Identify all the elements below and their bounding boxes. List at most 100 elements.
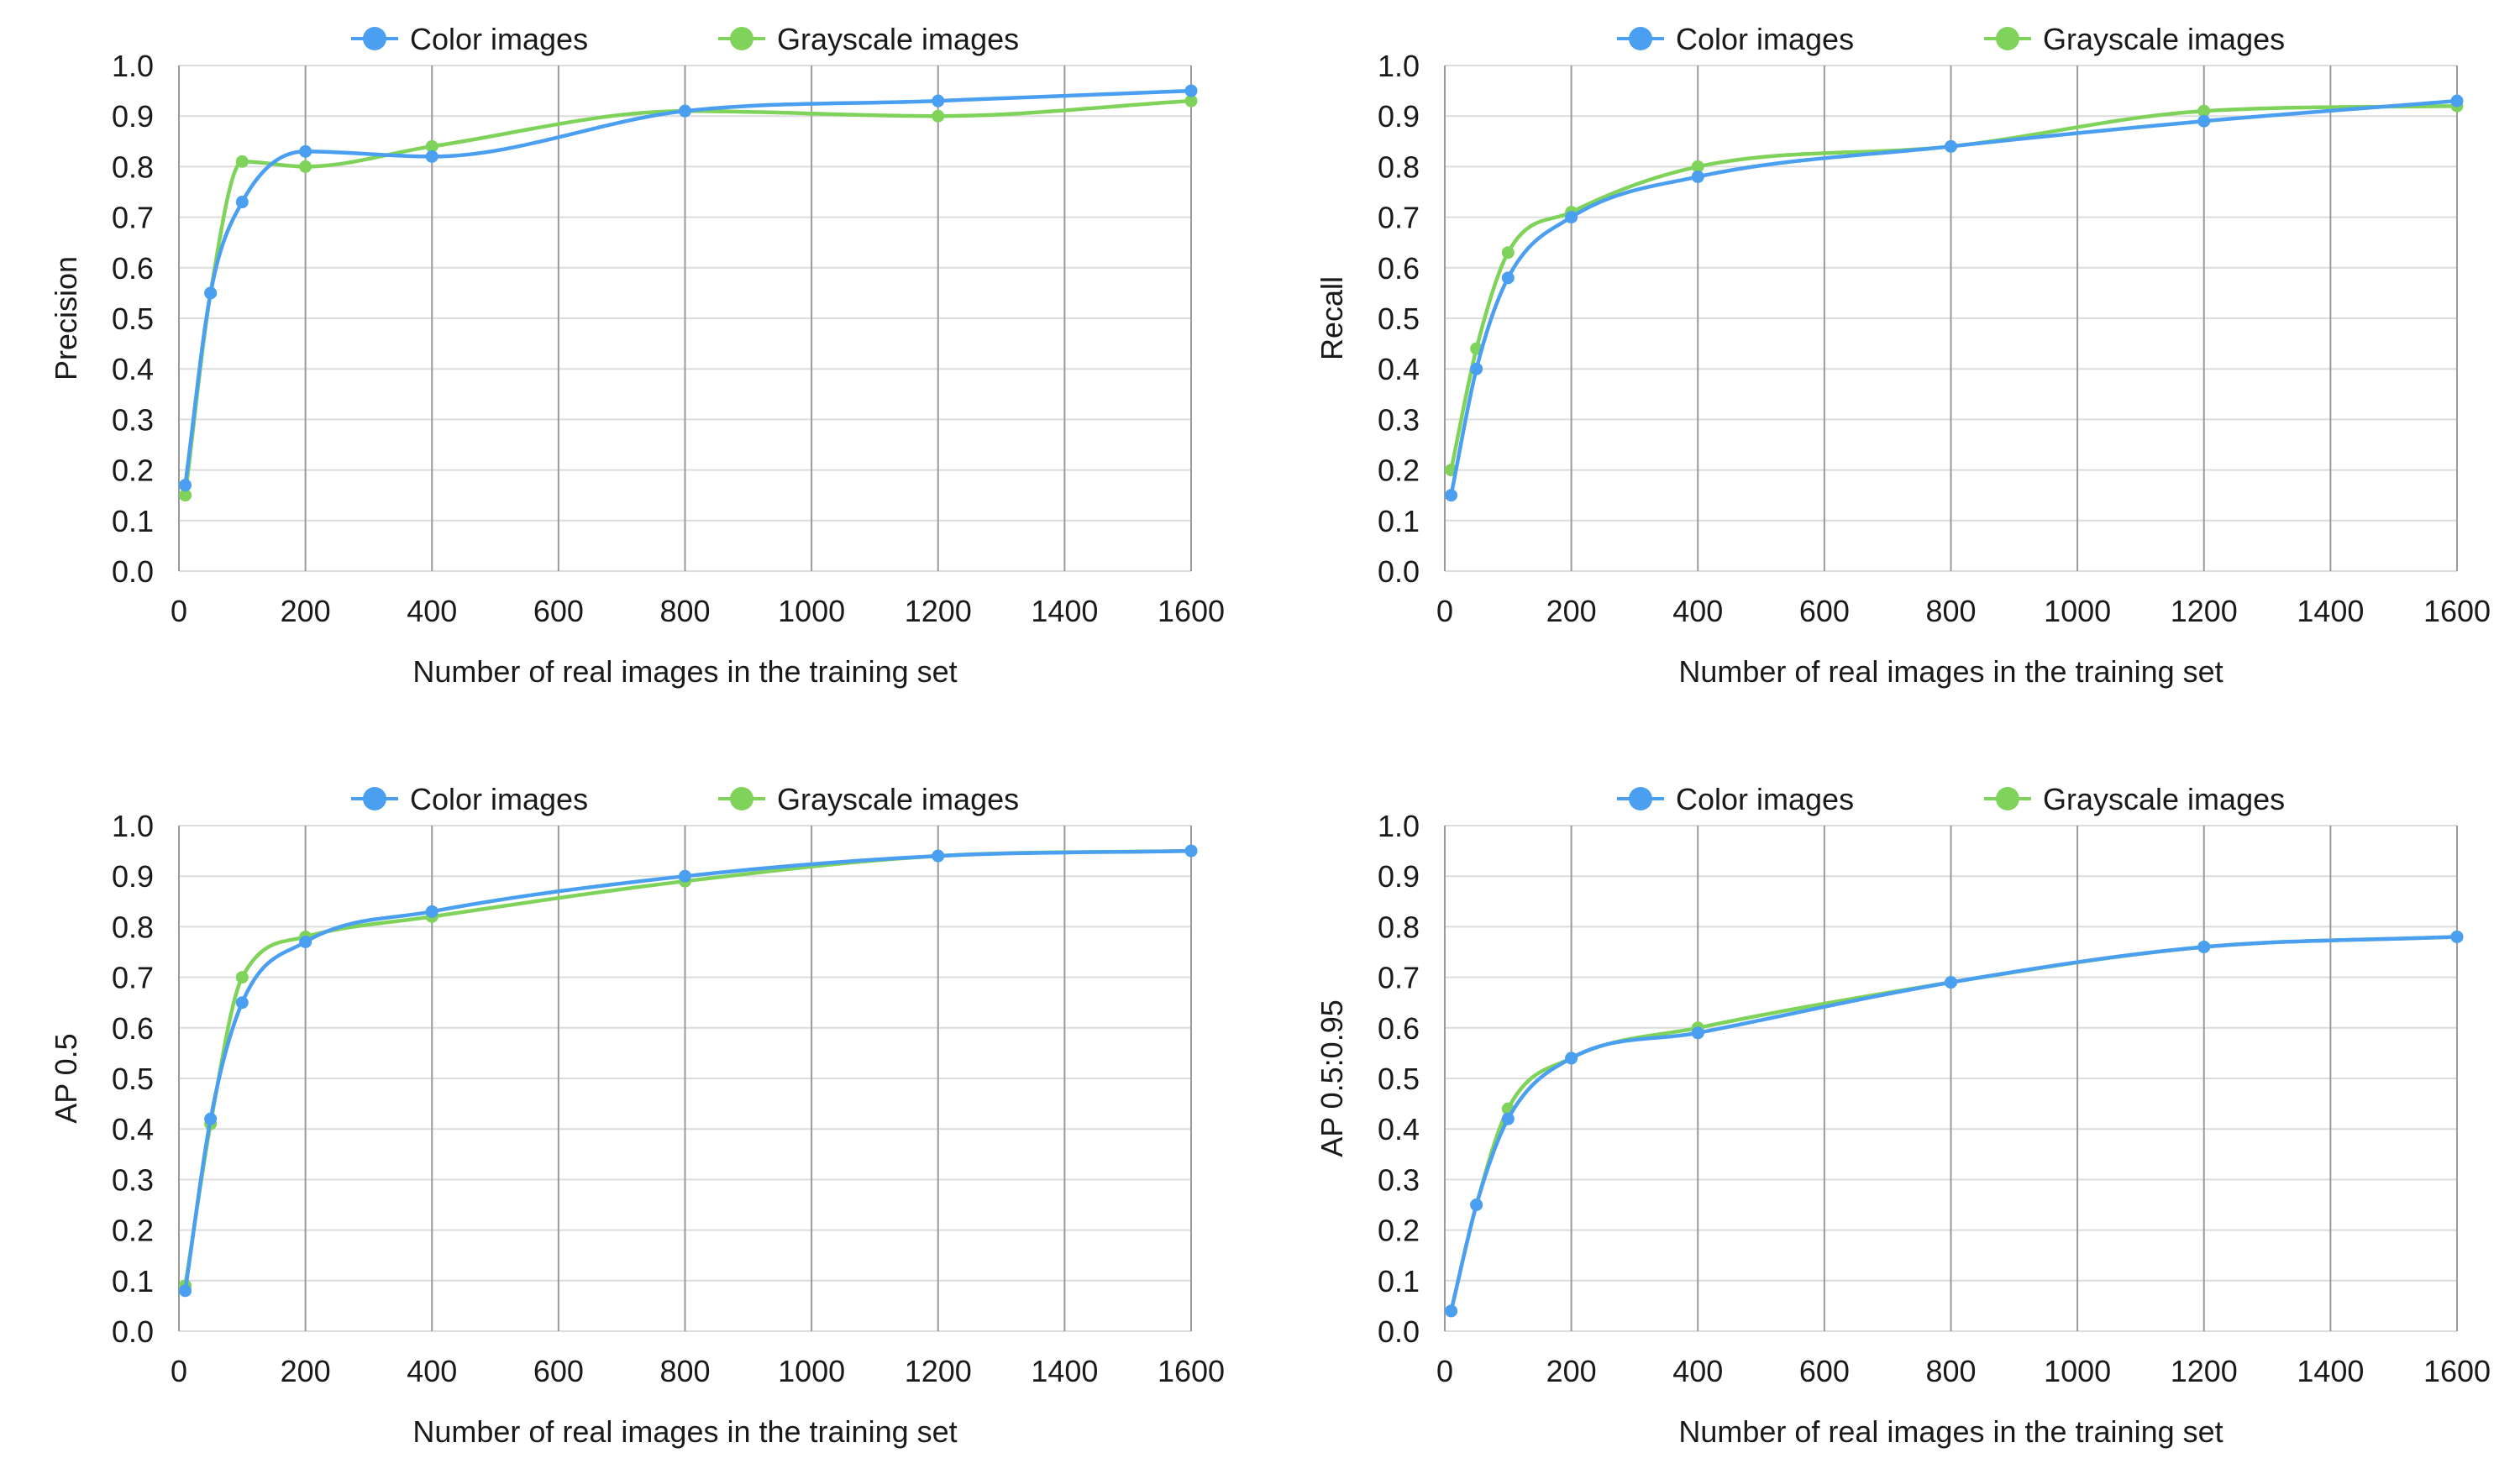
legend-item: Color images: [351, 22, 588, 56]
legend-marker: [730, 787, 753, 810]
y-tick-label: 0.6: [112, 1011, 154, 1046]
y-tick-label: 0.7: [1378, 201, 1420, 235]
y-tick-label: 0.4: [112, 352, 154, 386]
x-tick-label: 200: [1546, 1354, 1597, 1388]
x-tick-label: 1000: [2044, 594, 2111, 628]
x-tick-label: 1400: [1031, 1354, 1098, 1388]
legend-label: Color images: [410, 782, 588, 816]
data-point: [679, 104, 691, 118]
legend-label: Grayscale images: [777, 22, 1019, 56]
legend-item: Color images: [351, 782, 588, 816]
data-point: [204, 1112, 218, 1125]
data-point: [1445, 489, 1458, 502]
x-axis-title: Number of real images in the training se…: [1678, 654, 2223, 689]
data-point: [1565, 211, 1578, 224]
series-line: [1449, 103, 2460, 472]
legend-marker: [730, 27, 753, 50]
y-tick-label: 0.9: [1378, 99, 1420, 134]
y-axis-title: Precision: [49, 256, 83, 380]
x-tick-label: 1200: [2171, 1354, 2238, 1388]
data-point: [1445, 1304, 1458, 1318]
series-line: [1449, 935, 2460, 1314]
y-tick-label: 0.3: [1378, 1162, 1420, 1197]
x-tick-label: 0: [171, 1354, 187, 1388]
y-tick-label: 0.2: [1378, 1214, 1420, 1248]
legend-marker: [363, 787, 386, 810]
y-tick-label: 0.6: [1378, 251, 1420, 286]
y-tick-label: 0.8: [112, 149, 154, 184]
data-point: [932, 109, 945, 123]
y-tick-label: 0.7: [112, 961, 154, 995]
y-tick-label: 0.4: [112, 1112, 154, 1146]
data-point: [1691, 170, 1704, 183]
y-tick-label: 0.3: [112, 402, 154, 437]
legend-item: Grayscale images: [718, 782, 1019, 816]
data-point: [299, 935, 312, 948]
x-axis-title: Number of real images in the training se…: [412, 654, 957, 689]
x-axis-title: Number of real images in the training se…: [1678, 1414, 2223, 1449]
series-line: [183, 88, 1194, 487]
legend-item: Grayscale images: [718, 22, 1019, 56]
data-point: [2450, 94, 2464, 108]
y-tick-label: 0.2: [1378, 454, 1420, 488]
data-point: [2197, 104, 2211, 118]
x-tick-label: 400: [1672, 1354, 1723, 1388]
data-point: [235, 155, 249, 168]
x-tick-label: 0: [1436, 1354, 1453, 1388]
series-line: [183, 848, 1194, 1288]
data-point: [2450, 930, 2464, 943]
data-point: [1691, 160, 1704, 173]
data-point: [1501, 1112, 1515, 1125]
data-point: [1945, 139, 1957, 153]
y-tick-label: 0.2: [112, 454, 154, 488]
x-tick-label: 1600: [2423, 1354, 2491, 1388]
legend-item: Grayscale images: [1984, 782, 2285, 816]
y-tick-label: 0.6: [1378, 1011, 1420, 1046]
data-point: [1184, 94, 1198, 108]
data-point: [932, 94, 945, 108]
series-line: [183, 98, 1194, 497]
y-tick-label: 0.4: [1378, 352, 1420, 386]
x-tick-label: 1600: [1158, 1354, 1225, 1388]
y-tick-label: 0.6: [112, 251, 154, 286]
data-point: [235, 196, 249, 209]
y-tick-label: 0.1: [1378, 1264, 1420, 1298]
x-tick-label: 1200: [2171, 594, 2238, 628]
data-point: [179, 489, 192, 502]
y-tick-label: 0.2: [112, 1214, 154, 1248]
y-tick-label: 0.5: [1378, 1062, 1420, 1096]
x-tick-label: 1000: [2044, 1354, 2111, 1388]
data-point: [235, 996, 249, 1010]
data-point: [1470, 362, 1483, 375]
chart-panel-1: 0.0 0.1 0.2 0.3 0.4 0.5 0.6 0.7 0.8 0.9 1.0 0 200 400…: [49, 22, 1225, 689]
data-point: [235, 971, 249, 984]
y-tick-label: 0.0: [112, 1314, 154, 1349]
x-tick-label: 800: [1925, 594, 1976, 628]
legend-label: Grayscale images: [777, 782, 1019, 816]
x-tick-label: 0: [1436, 594, 1453, 628]
x-tick-label: 1600: [2423, 594, 2491, 628]
x-tick-label: 1200: [905, 594, 972, 628]
x-tick-label: 1600: [1158, 594, 1225, 628]
legend-label: Color images: [410, 22, 588, 56]
y-tick-label: 0.7: [112, 201, 154, 235]
legend-label: Grayscale images: [2043, 22, 2285, 56]
y-tick-label: 0.5: [112, 302, 154, 336]
y-tick-label: 0.8: [1378, 910, 1420, 944]
legend-item: Color images: [1617, 782, 1854, 816]
x-tick-label: 200: [281, 594, 331, 628]
x-tick-label: 400: [407, 1354, 457, 1388]
data-point: [425, 149, 438, 163]
series-line: [1449, 98, 2460, 497]
data-point: [2197, 114, 2211, 128]
legend-marker: [1996, 27, 2019, 50]
x-tick-label: 200: [1546, 594, 1597, 628]
data-point: [179, 1284, 192, 1298]
y-tick-label: 0.3: [112, 1162, 154, 1197]
y-tick-label: 0.4: [1378, 1112, 1420, 1146]
data-point: [425, 905, 438, 918]
x-tick-label: 800: [659, 594, 710, 628]
y-tick-label: 0.5: [1378, 302, 1420, 336]
x-tick-label: 1000: [778, 1354, 845, 1388]
